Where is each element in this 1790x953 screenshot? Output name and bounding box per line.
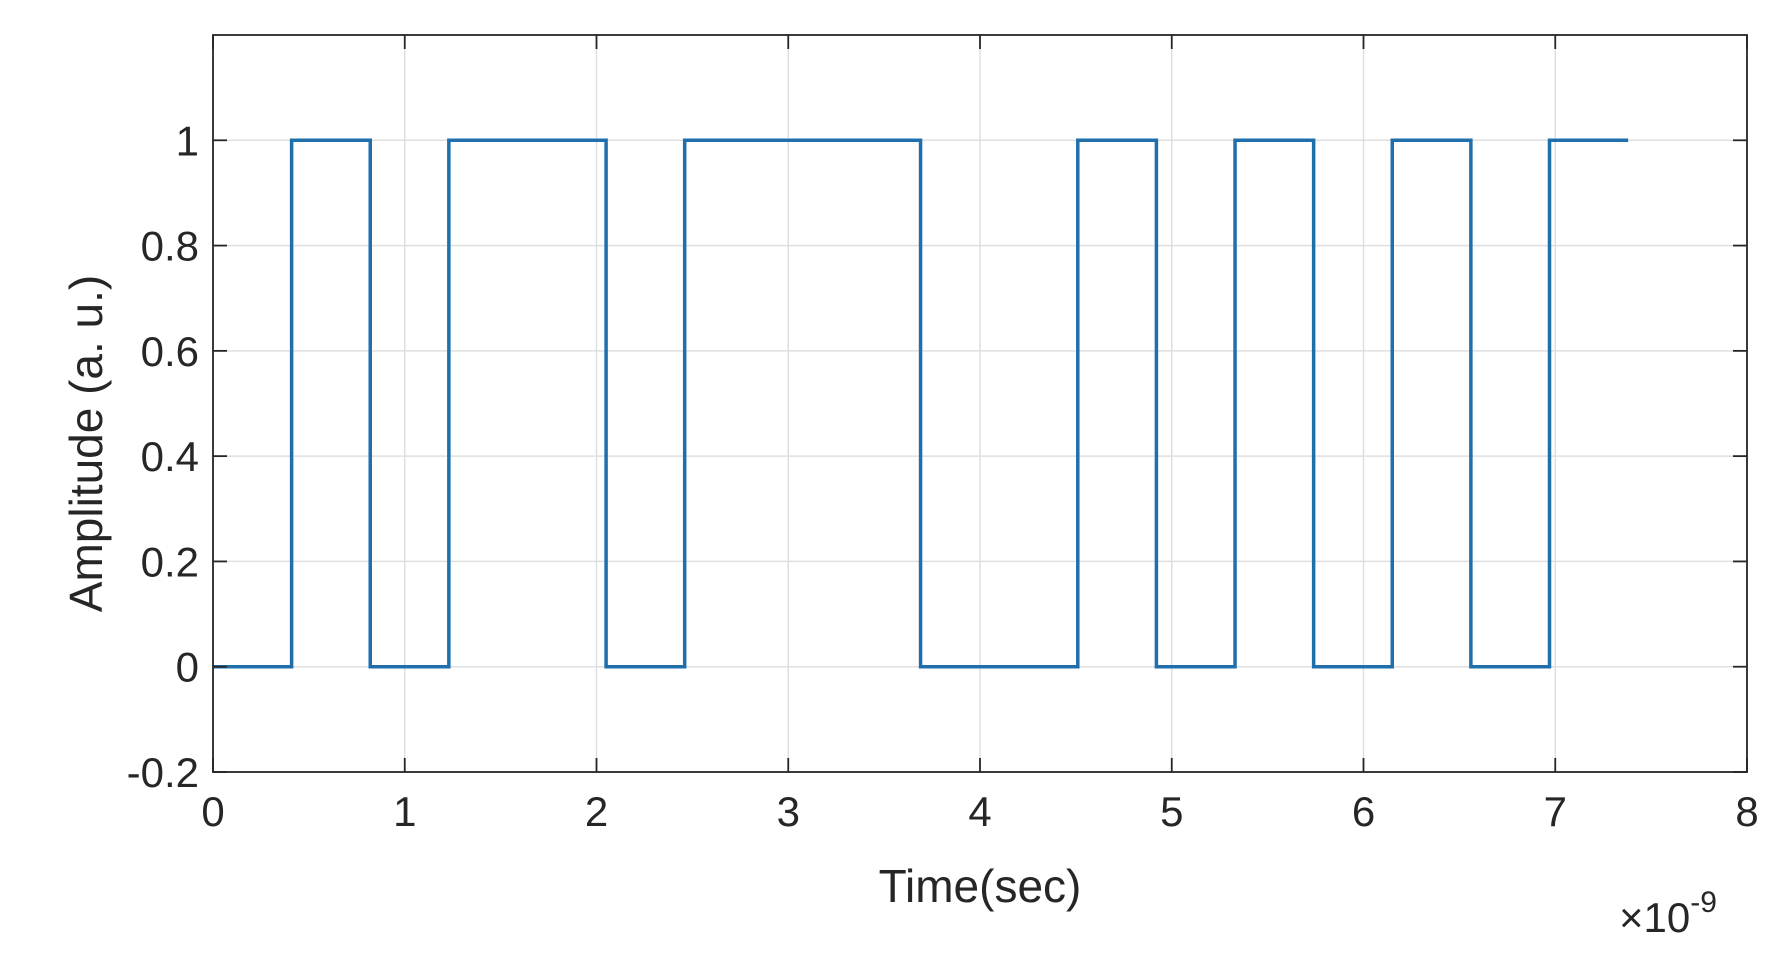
x-tick-labels: 0 1 2 3 4 5 6 7 8 [201, 788, 1758, 835]
x-axis-exponent: ×10-9 [1619, 886, 1717, 941]
x-axis-title: Time(sec) [879, 860, 1082, 912]
y-tick-label: -0.2 [127, 749, 199, 796]
series-layer [213, 138, 1629, 669]
x-tick-label: 4 [968, 788, 991, 835]
x-axis-exponent-prefix: ×10 [1619, 894, 1690, 941]
y-axis-title: Amplitude (a. u.) [60, 275, 112, 612]
y-tick-label: 0.6 [141, 328, 199, 375]
x-tick-label: 7 [1544, 788, 1567, 835]
x-tick-label: 3 [777, 788, 800, 835]
y-tick-label: 1 [176, 117, 199, 164]
x-tick-label: 2 [585, 788, 608, 835]
x-tick-label: 5 [1160, 788, 1183, 835]
y-tick-label: 0.4 [141, 433, 199, 480]
y-tick-label: 0.8 [141, 223, 199, 270]
y-tick-label: 0.2 [141, 538, 199, 585]
x-tick-label: 6 [1352, 788, 1375, 835]
tick-marks [212, 35, 1748, 773]
y-tick-label: 0 [176, 644, 199, 691]
x-axis-exponent-power: -9 [1690, 886, 1717, 919]
x-tick-label: 8 [1735, 788, 1758, 835]
x-tick-label: 1 [393, 788, 416, 835]
x-tick-label: 0 [201, 788, 224, 835]
series-line [213, 138, 1629, 669]
y-tick-labels: -0.2 0 0.2 0.4 0.6 0.8 1 [127, 117, 199, 796]
